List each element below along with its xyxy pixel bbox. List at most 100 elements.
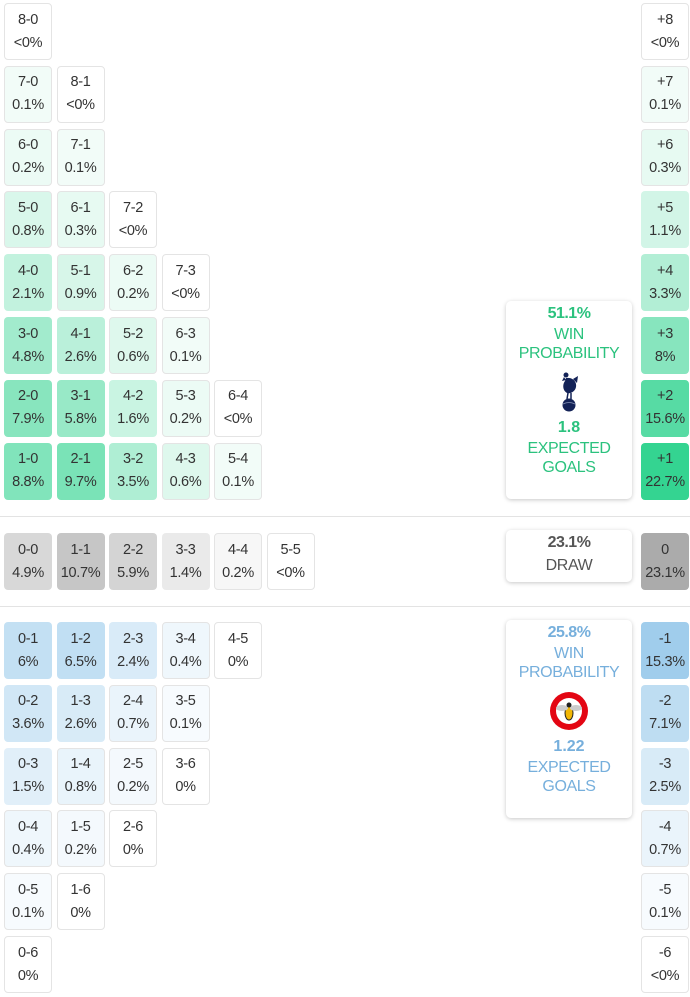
win-label: WIN — [554, 645, 584, 662]
score-label: 0-2 — [17, 693, 39, 710]
score-label: 0-0 — [17, 541, 39, 558]
margin-cell: 0 23.1% — [641, 533, 689, 590]
scoreline-cell: 6-1 0.3% — [56, 191, 105, 249]
scoreline-cell: 4-2 1.6% — [109, 379, 157, 437]
scoreline-cell: 5-4 0.1% — [214, 442, 262, 500]
scoreline-cell: 2-3 2.4% — [109, 622, 157, 679]
probability-value: 15.6% — [645, 411, 685, 428]
score-label: 2-0 — [17, 388, 39, 405]
score-label: 4-5 — [227, 630, 249, 647]
scoreline-cell: 7-0 0.1% — [4, 65, 52, 123]
scoreline-cell: 1-1 10.7% — [56, 533, 105, 590]
probability-value: 1.5% — [12, 779, 44, 796]
margin-cell: +4 3.3% — [641, 254, 689, 312]
probability-value: 8.8% — [12, 474, 44, 491]
probability-value: 0.2% — [12, 160, 44, 177]
scoreline-cell: 3-1 5.8% — [56, 379, 105, 437]
scoreline-cell: 2-6 0% — [109, 810, 157, 868]
probability-value: 0.4% — [169, 653, 202, 670]
divider — [0, 516, 690, 517]
score-label: 3-0 — [17, 325, 39, 342]
score-label: 2-6 — [122, 818, 144, 835]
score-label: 4-1 — [70, 325, 91, 342]
scoreline-cell: 0-4 0.4% — [4, 810, 52, 868]
scoreline-cell: 1-5 0.2% — [56, 810, 105, 868]
probability-value: <0% — [650, 34, 680, 51]
score-label: 7-0 — [17, 74, 39, 91]
home-summary-card: 51.1% WIN PROBABILITY 1.8 EXPECTED GOALS — [506, 301, 632, 499]
probability-value: 0.1% — [649, 904, 681, 921]
score-label: +5 — [657, 199, 673, 216]
probability-value: 0% — [17, 967, 39, 984]
scoreline-cell: 0-0 4.9% — [4, 533, 52, 590]
score-label: 5-1 — [70, 262, 91, 279]
tottenham-crest-icon — [558, 371, 580, 413]
probability-value: 0.1% — [169, 716, 202, 733]
probability-value: 0.1% — [649, 97, 681, 114]
score-label: -3 — [658, 756, 672, 773]
score-label: 4-2 — [122, 388, 144, 405]
probability-value: 2.6% — [64, 716, 97, 733]
probability-value: 22.7% — [645, 474, 685, 491]
score-label: -1 — [658, 630, 672, 647]
scoreline-cell: 2-2 5.9% — [109, 533, 157, 590]
probability-value: 0.7% — [117, 716, 149, 733]
probability-value: 0.8% — [12, 222, 44, 239]
score-label: 2-5 — [122, 756, 144, 773]
score-label: 0-3 — [17, 756, 39, 773]
scoreline-cell: 4-1 2.6% — [56, 317, 105, 374]
probability-value: <0% — [171, 285, 200, 302]
scoreline-cell: 2-5 0.2% — [109, 747, 157, 805]
scoreline-cell: 3-5 0.1% — [161, 684, 210, 742]
score-label: +7 — [657, 74, 673, 91]
margin-cell: -6 <0% — [641, 936, 689, 993]
scoreline-cell: 4-3 0.6% — [161, 442, 210, 500]
margin-cell: +8 <0% — [641, 3, 689, 60]
score-label: +1 — [657, 451, 673, 468]
scoreline-cell: 0-6 0% — [4, 936, 52, 993]
scoreline-cell: 7-1 0.1% — [56, 128, 105, 186]
probability-value: 6.5% — [64, 653, 97, 670]
score-label: 0-4 — [17, 818, 39, 835]
score-label: 6-0 — [17, 137, 39, 154]
score-label: 3-2 — [122, 451, 144, 468]
score-label: 2-4 — [122, 693, 144, 710]
scoreline-cell: 0-5 0.1% — [4, 873, 52, 931]
score-label: +8 — [657, 11, 673, 28]
probability-value: <0% — [118, 222, 148, 239]
score-label: 4-3 — [175, 451, 196, 468]
scoreline-cell: 2-1 9.7% — [56, 442, 105, 500]
divider — [0, 606, 690, 607]
probability-value: 0.4% — [12, 841, 44, 858]
probability-value: 2.6% — [64, 348, 97, 365]
score-label: 1-0 — [17, 451, 39, 468]
scoreline-cell: 5-1 0.9% — [56, 254, 105, 312]
score-label: 5-4 — [227, 451, 249, 468]
margin-cell: +5 1.1% — [641, 191, 689, 249]
score-label: 3-3 — [175, 541, 196, 558]
probability-value: 2.4% — [117, 653, 149, 670]
scoreline-cell: 3-3 1.4% — [161, 533, 210, 590]
score-label: 0 — [661, 541, 669, 558]
probability-value: 0.6% — [117, 348, 149, 365]
scoreline-cell: 3-0 4.8% — [4, 317, 52, 374]
probability-value: 0.1% — [12, 904, 44, 921]
score-label: +6 — [657, 137, 673, 154]
draw-label: DRAW — [545, 557, 593, 574]
score-label: +3 — [657, 325, 673, 342]
score-label: 0-5 — [17, 881, 39, 898]
scoreline-cell: 2-0 7.9% — [4, 379, 52, 437]
margin-cell: -2 7.1% — [641, 684, 689, 742]
score-label: 1-6 — [70, 881, 91, 898]
probability-value: 6% — [17, 653, 39, 670]
probability-value: 0.2% — [117, 779, 149, 796]
scoreline-cell: 0-1 6% — [4, 622, 52, 679]
scoreline-cell: 4-5 0% — [214, 622, 262, 679]
probability-value: 0% — [122, 841, 144, 858]
score-label: -4 — [658, 818, 672, 835]
scoreline-cell: 3-4 0.4% — [161, 622, 210, 679]
margin-cell: -4 0.7% — [641, 810, 689, 868]
probability-value: 0.3% — [64, 222, 97, 239]
probability-value: 0.8% — [64, 779, 97, 796]
score-label: 0-1 — [17, 630, 39, 647]
